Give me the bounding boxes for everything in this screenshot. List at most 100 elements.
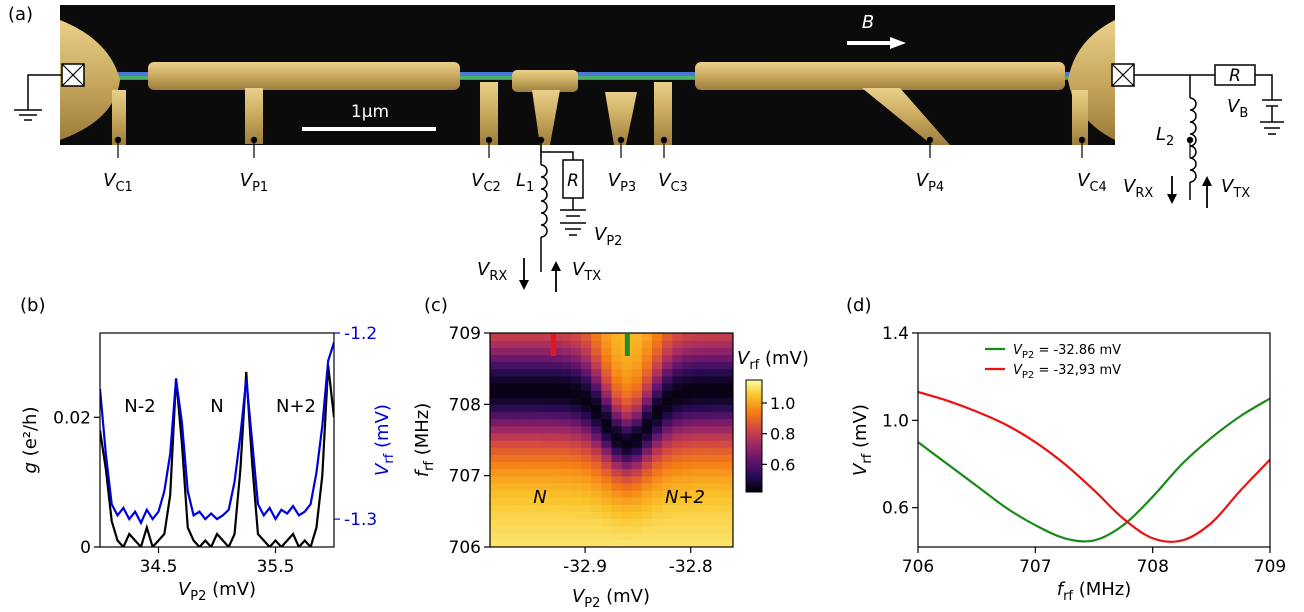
heatmap-cell [601,361,613,370]
heatmap-cell [540,390,552,398]
heatmap-cell [571,454,582,462]
heatmap-cell [530,525,542,534]
heatmap-cell [702,368,714,377]
heatmap-cell [601,497,613,505]
heatmap-cell [550,447,562,455]
heatmap-cell [641,411,653,420]
y-tick-label: 1.0 [882,411,909,431]
heatmap-cell [571,382,582,391]
heatmap-cell [662,518,673,527]
heatmap-cell [652,361,663,370]
heatmap-cell [621,539,633,547]
y-tick-label: 0.6 [882,499,909,519]
heatmap-cell [692,375,704,384]
heatmap-cell [490,418,501,427]
heatmap-cell [641,368,653,377]
heatmap-cell [550,518,562,527]
gate-label-c4: VC4 [1077,170,1107,195]
heatmap-cell [682,447,694,455]
heatmap-cell [581,382,592,391]
heatmap-cell [631,382,643,391]
heatmap-cell [601,525,613,534]
heatmap-cell [621,404,633,413]
heatmap-cell [581,497,592,505]
heatmap-cell [702,418,714,427]
heatmap-cell [621,354,633,363]
heatmap-cell [530,461,542,470]
heatmap-cell [682,475,694,484]
heatmap-cell [712,382,724,391]
heatmap-cell [520,440,532,448]
heatmap-cell [500,440,511,448]
heatmap-cell [571,518,582,527]
heatmap-cell [621,454,633,462]
heatmap-cell [520,539,532,547]
heatmap-cell [550,347,562,355]
gate-p4-lead [862,88,950,145]
heatmap-cell [652,354,663,363]
heatmap-cell [591,518,602,527]
heatmap-cell [682,518,694,527]
heatmap-cell [581,489,592,498]
heatmap-cell [621,447,633,455]
heatmap-cell [652,382,663,391]
heatmap-cell [490,475,501,484]
heatmap-cell [631,447,643,455]
heatmap-cell [500,347,511,355]
heatmap-cell [641,354,653,363]
left-inductor-label: L1 [516,170,534,195]
heatmap-cell [591,468,602,477]
heatmap-cell [591,489,602,498]
heatmap-cell [611,432,623,441]
annotation-n-plus-2: N+2 [276,396,316,417]
heatmap-cell [702,532,714,541]
heatmap-cell [571,497,582,505]
heatmap-cell [702,375,714,384]
heatmap-cell [500,489,511,498]
annotation-n-plus-2: N+2 [665,487,705,508]
heatmap-cell [490,440,501,448]
heatmap-cell [490,432,501,441]
heatmap-cell [702,432,714,441]
gate-p2-lead [532,90,560,145]
heatmap-cell [712,390,724,398]
left-readout-circuit [540,140,586,272]
heatmap-cell [520,397,532,405]
heatmap-cell [530,440,542,448]
svg-text:VTX: VTX [572,259,601,284]
heatmap-cell [611,418,623,427]
heatmap-cell [550,404,562,413]
heatmap-cell [500,518,511,527]
heatmap-cell [672,347,683,355]
heatmap-cell [652,475,663,484]
heatmap-cell [611,539,623,547]
heatmap-cell [722,447,733,455]
heatmap-cell [662,511,673,520]
heatmap-cell [611,489,623,498]
vrf-line [100,341,334,526]
heatmap-cell [722,368,733,377]
heatmap-cell [652,375,663,384]
heatmap-cell [621,382,633,391]
heatmap-cell [591,382,602,391]
heatmap-cell [662,440,673,448]
heatmap-cell [591,333,602,341]
heatmap-cell [692,390,704,398]
svg-text:VP2 = -32,93 mV: VP2 = -32,93 mV [1013,363,1121,381]
heatmap-cell [652,518,663,527]
heatmap-cell [550,461,562,470]
heatmap-cell [571,511,582,520]
heatmap-cell [712,518,724,527]
heatmap-cell [702,461,714,470]
panel-b-frame [99,332,335,548]
heatmap-cell [500,375,511,384]
heatmap-cell [682,432,694,441]
heatmap-cell [571,482,582,491]
heatmap-cell [692,497,704,505]
heatmap-cell [500,333,511,341]
heatmap-cell [571,333,582,341]
x-tick-label: -32.8 [669,557,713,577]
heatmap-cell [530,340,542,348]
heatmap-cell [560,347,572,355]
heatmap-cell [530,539,542,547]
